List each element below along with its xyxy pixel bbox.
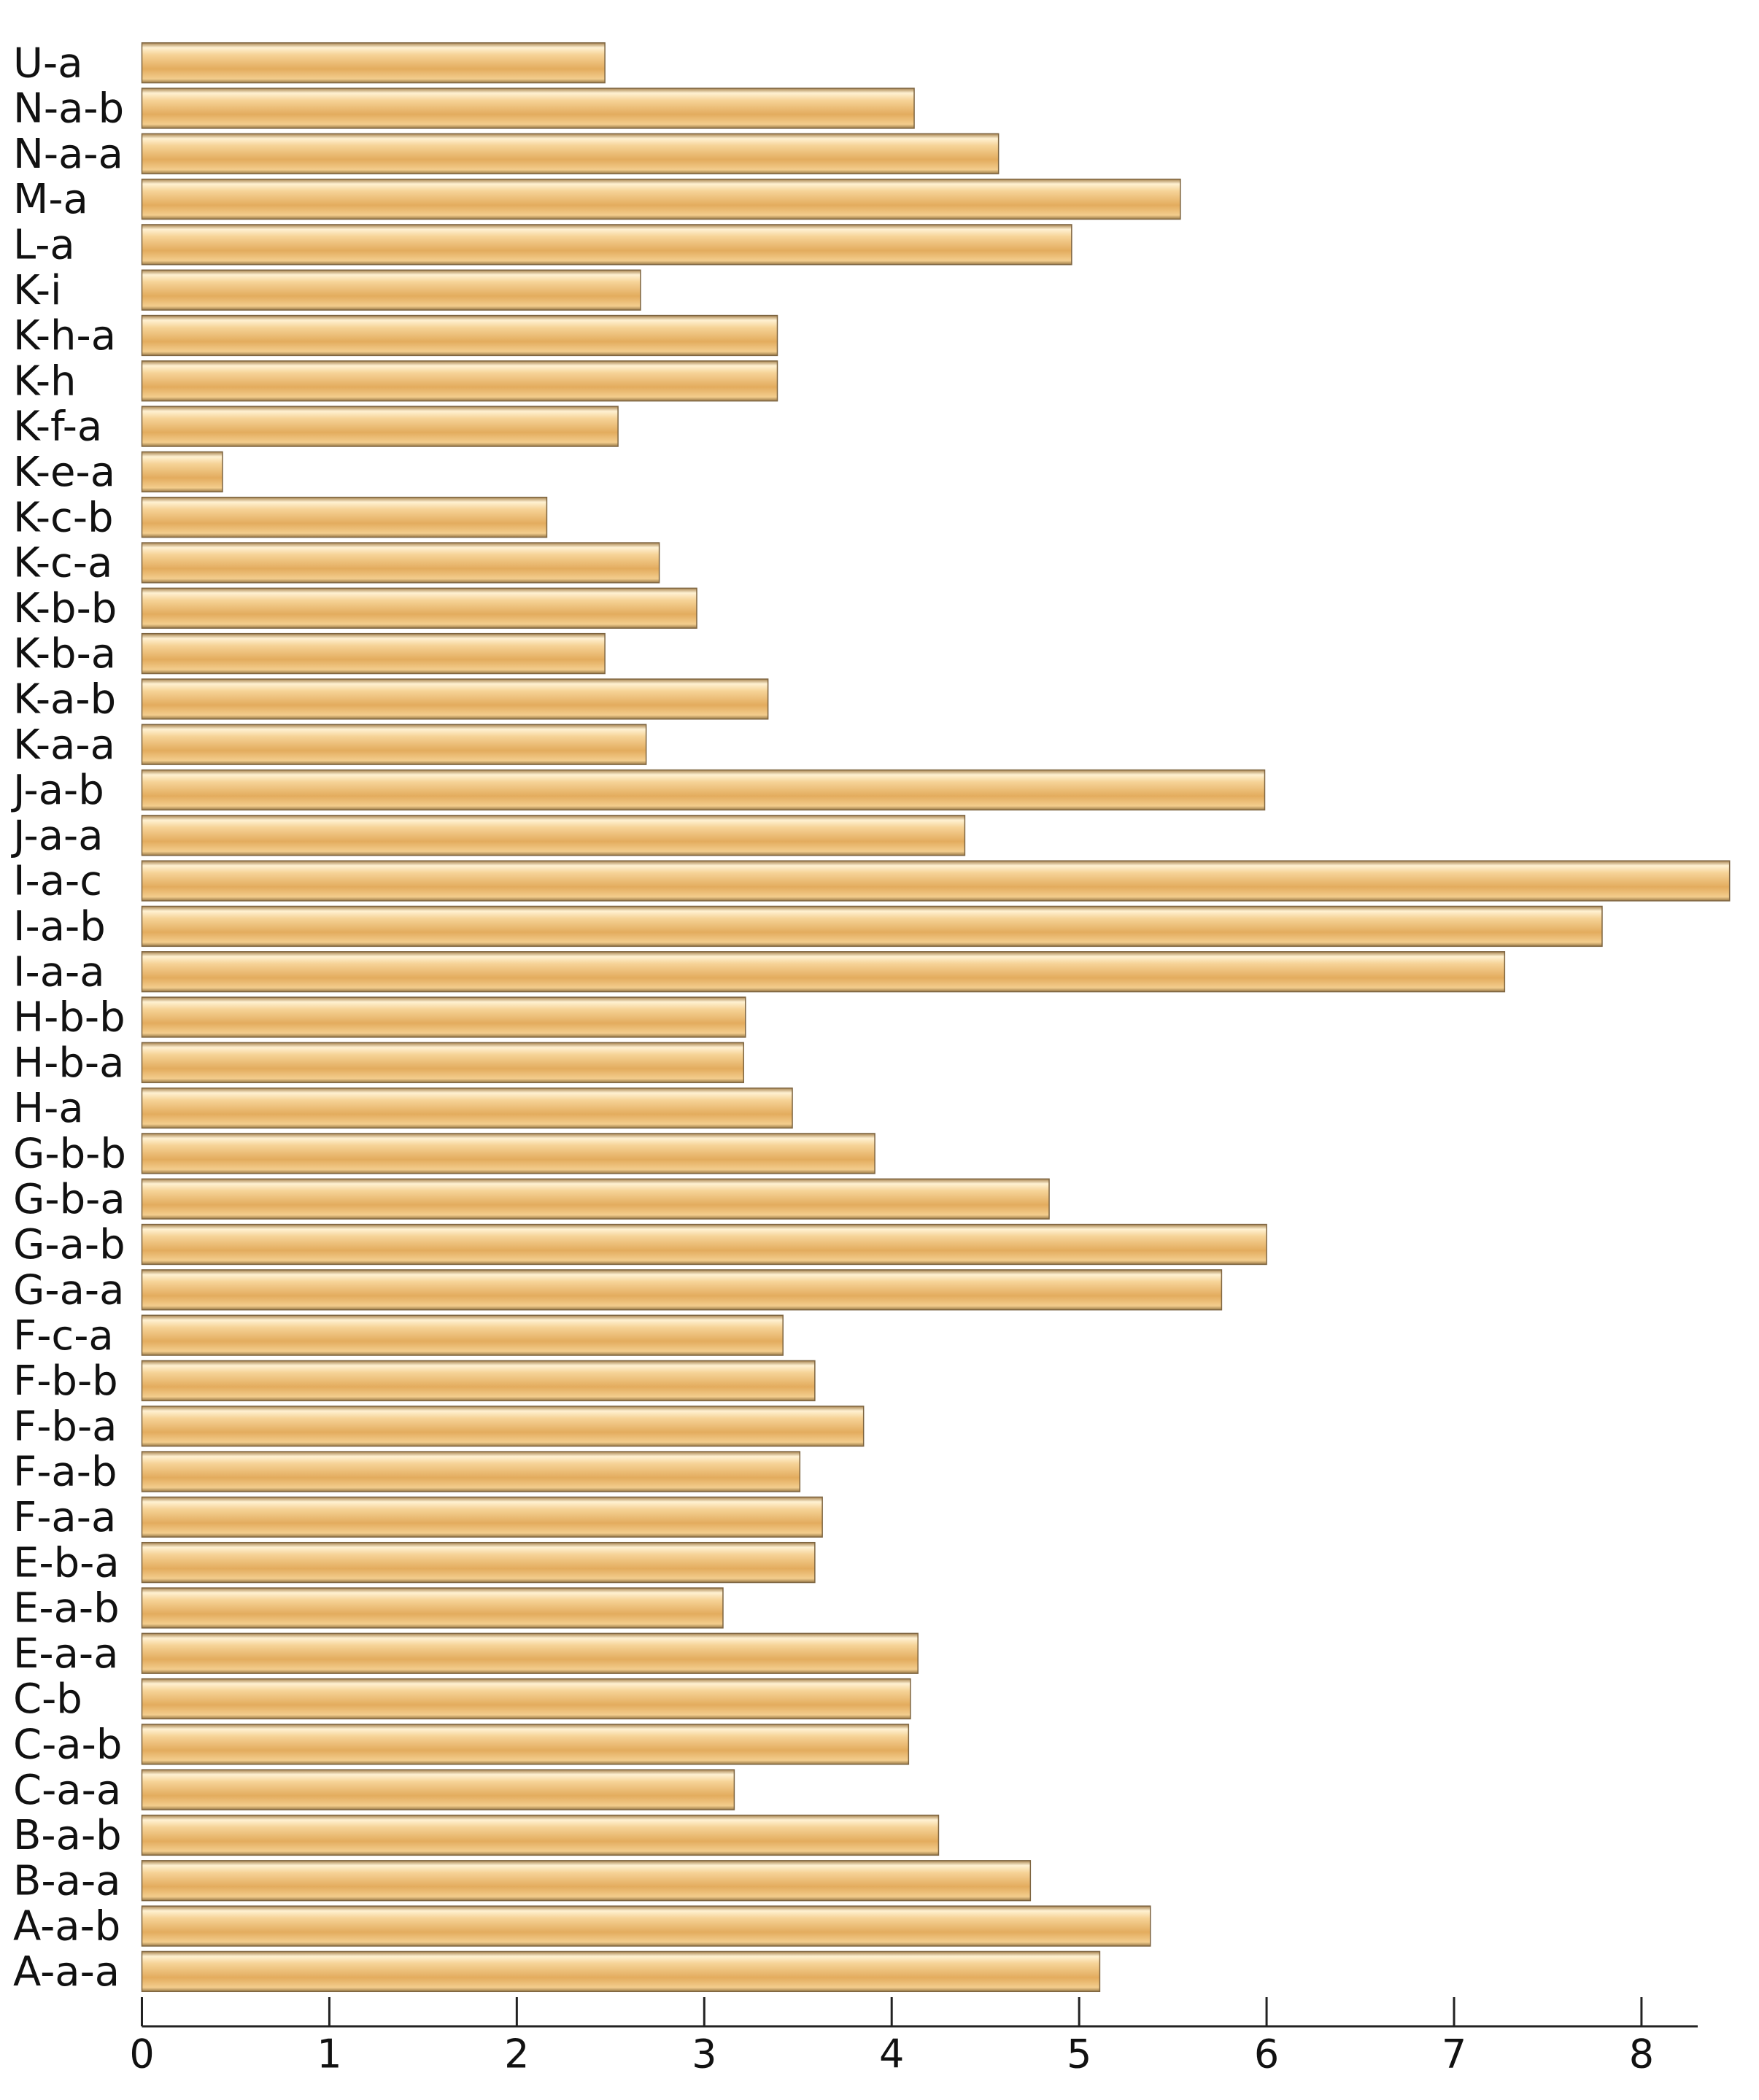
y-tick-label: B-a-a [13, 1857, 120, 1905]
bar [141, 360, 778, 402]
bar [141, 724, 647, 765]
bar [141, 1632, 919, 1674]
y-tick-label: C-a-a [13, 1767, 121, 1814]
y-tick-label: H-b-b [13, 994, 125, 1042]
y-tick-label: K-c-a [13, 540, 112, 587]
y-tick-label: A-a-b [13, 1903, 120, 1950]
bar [141, 1496, 823, 1538]
bar [141, 996, 746, 1038]
y-tick-label: E-b-a [13, 1539, 120, 1586]
y-tick-label: F-b-a [13, 1403, 117, 1450]
bar [141, 451, 223, 493]
bar [141, 678, 769, 720]
bar [141, 1678, 911, 1720]
bar [141, 1314, 784, 1356]
x-tick-label: 7 [1442, 2031, 1466, 2077]
bar [141, 1905, 1151, 1947]
x-tick-label: 6 [1254, 2031, 1279, 2077]
y-tick-label: K-i [13, 267, 62, 314]
x-tick-label: 5 [1067, 2031, 1091, 2077]
bar [141, 1269, 1223, 1311]
y-tick-label: K-a-a [13, 721, 115, 769]
y-tick-label: K-c-b [13, 494, 114, 541]
y-tick-label: H-b-a [13, 1039, 124, 1087]
bar [141, 1133, 875, 1174]
bar [141, 314, 778, 357]
y-tick-label: I-a-a [13, 948, 105, 996]
bar [141, 1724, 910, 1765]
y-tick-label: E-a-a [13, 1630, 118, 1678]
bar [141, 632, 606, 675]
bar [141, 269, 641, 311]
bar [141, 542, 660, 584]
bar [141, 1950, 1101, 1993]
bar [141, 497, 548, 538]
y-tick-label: F-c-a [13, 1312, 114, 1360]
y-tick-label: A-a-a [13, 1948, 120, 1996]
bar [141, 406, 619, 447]
y-tick-label: G-a-a [13, 1266, 124, 1314]
x-tick-label: 0 [129, 2031, 154, 2077]
bar [141, 1451, 801, 1492]
bar [141, 178, 1181, 220]
bar [141, 1223, 1267, 1266]
bar [141, 905, 1603, 948]
bar [141, 1042, 744, 1083]
y-tick-label: F-b-b [13, 1357, 118, 1405]
bar [141, 815, 966, 856]
y-tick-label: K-f-a [13, 403, 102, 451]
bar [141, 860, 1731, 902]
bar [141, 1860, 1032, 1902]
y-tick-label: M-a [13, 176, 88, 223]
x-tick-label: 4 [879, 2031, 904, 2077]
y-tick-label: N-a-a [13, 131, 123, 178]
y-tick-label: I-a-c [13, 858, 102, 905]
y-tick-label: K-b-b [13, 585, 117, 632]
bar [141, 88, 915, 129]
y-tick-label: J-a-a [11, 812, 104, 859]
bar [141, 1406, 865, 1447]
y-tick-label: C-a-b [13, 1721, 122, 1768]
bar [141, 1814, 940, 1856]
x-tick-label: 1 [317, 2031, 341, 2077]
y-tick-label: K-h [13, 357, 77, 405]
y-tick-label: F-a-a [13, 1494, 116, 1541]
y-tick-label: K-e-a [13, 449, 115, 496]
y-tick-label: L-a [13, 222, 75, 269]
y-tick-label: U-a [13, 39, 83, 87]
bar [141, 133, 1000, 174]
bar [141, 1087, 793, 1129]
x-tick-label: 2 [504, 2031, 529, 2077]
y-tick-label: C-b [13, 1675, 82, 1723]
x-tick-label: 8 [1629, 2031, 1654, 2077]
y-tick-label: I-a-b [13, 903, 106, 950]
bar [141, 1587, 724, 1629]
y-tick-label: K-b-a [13, 630, 116, 678]
x-tick-label: 3 [692, 2031, 716, 2077]
y-tick-label: G-a-b [13, 1221, 125, 1268]
bar [141, 1360, 816, 1402]
bar [141, 1541, 816, 1584]
bar [141, 1178, 1050, 1220]
y-tick-label: G-b-b [13, 1131, 126, 1178]
bar [141, 951, 1506, 993]
y-tick-label: F-a-b [13, 1449, 117, 1496]
bar [141, 587, 697, 629]
y-tick-label: H-a [13, 1085, 84, 1132]
bar [141, 769, 1266, 811]
y-tick-label: K-a-b [13, 676, 116, 724]
bar [141, 42, 606, 84]
y-tick-label: N-a-b [13, 85, 124, 133]
y-tick-label: K-h-a [13, 312, 116, 360]
bar [141, 1769, 735, 1810]
y-tick-label: E-a-b [13, 1585, 120, 1632]
y-tick-label: B-a-b [13, 1812, 122, 1859]
y-tick-label: J-a-b [11, 767, 104, 814]
y-tick-label: G-b-a [13, 1176, 125, 1223]
bar [141, 224, 1072, 266]
